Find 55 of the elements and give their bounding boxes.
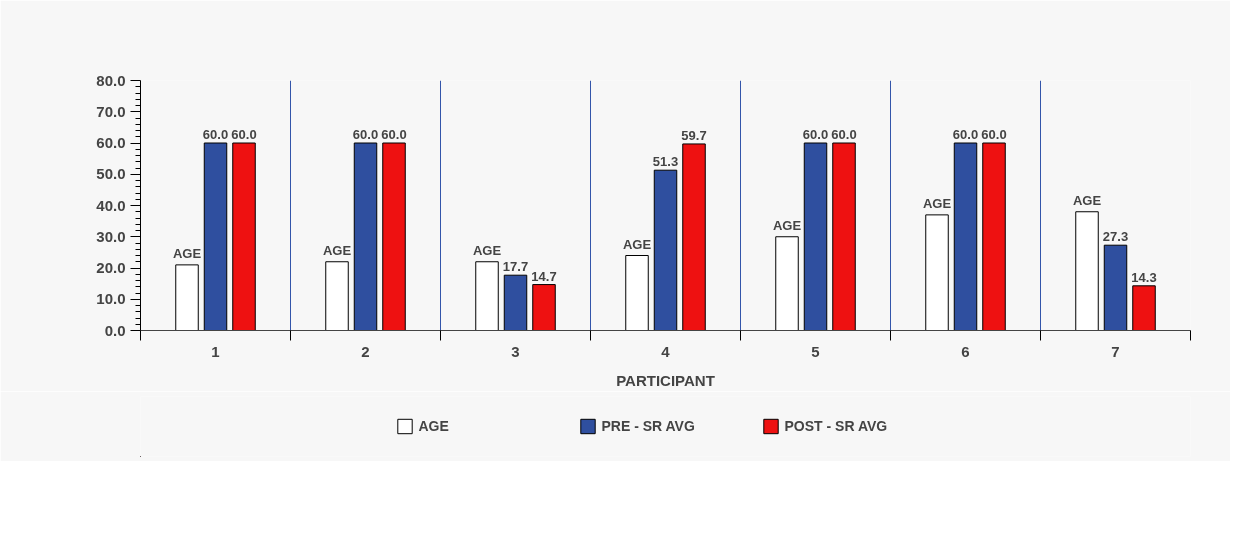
data-label: 60.0: [381, 127, 407, 142]
y-tick-label: 0.0: [104, 321, 126, 339]
data-label: AGE: [922, 195, 952, 211]
y-tick-label: 30.0: [96, 227, 126, 245]
data-label: AGE: [622, 236, 652, 252]
data-label: 60.0: [352, 127, 379, 142]
bar: [653, 169, 678, 331]
x-tick-label: 2: [361, 342, 370, 360]
data-label: 60.0: [831, 127, 857, 142]
data-label: 60.0: [231, 127, 257, 142]
bar: [532, 284, 556, 331]
y-tick-label: 80.0: [96, 71, 126, 89]
data-label: 14.3: [1131, 269, 1157, 285]
bar: [682, 143, 706, 331]
data-label: AGE: [322, 242, 352, 258]
bar: [803, 142, 828, 331]
data-label: AGE: [472, 242, 502, 258]
x-tick-label: 1: [211, 342, 220, 360]
x-tick-label: 4: [661, 342, 671, 360]
data-label: 14.7: [531, 268, 557, 284]
y-tick-label: 70.0: [96, 102, 126, 120]
y-tick-label: 20.0: [96, 259, 126, 276]
data-label: AGE: [1072, 192, 1102, 208]
y-tick-label: 50.0: [96, 165, 126, 183]
legend-label: PRE - SR AVG: [601, 418, 696, 434]
bar: [503, 274, 528, 331]
bar: [232, 142, 256, 331]
y-tick-label: 60.0: [96, 134, 126, 151]
data-label: 60.0: [202, 127, 229, 142]
bar: [353, 142, 378, 331]
data-label: 59.7: [681, 127, 707, 143]
data-label: AGE: [772, 217, 802, 233]
x-tick-label: 3: [511, 342, 520, 360]
legend-label: POST - SR AVG: [784, 418, 889, 434]
bar: [982, 142, 1006, 331]
data-label: 60.0: [802, 127, 829, 142]
x-axis-title: PARTICIPANT: [616, 371, 715, 389]
x-tick-label: 7: [1111, 342, 1120, 360]
bar: [382, 142, 406, 331]
x-tick-label: 6: [961, 342, 970, 360]
x-tick-label: 5: [811, 342, 820, 360]
data-label: 60.0: [952, 127, 979, 142]
bar: [953, 142, 978, 331]
bar: [1132, 285, 1156, 331]
y-tick-label: 40.0: [96, 196, 126, 214]
bar: [1103, 244, 1128, 331]
data-label: 17.7: [502, 259, 529, 275]
bar: [203, 142, 228, 331]
data-label: 51.3: [652, 154, 679, 170]
data-label: 60.0: [981, 127, 1007, 142]
bar: [832, 142, 856, 331]
y-tick-label: 10.0: [96, 290, 126, 308]
data-label: 27.3: [1102, 229, 1129, 245]
data-label: AGE: [172, 245, 202, 261]
legend-label: AGE: [418, 418, 450, 434]
